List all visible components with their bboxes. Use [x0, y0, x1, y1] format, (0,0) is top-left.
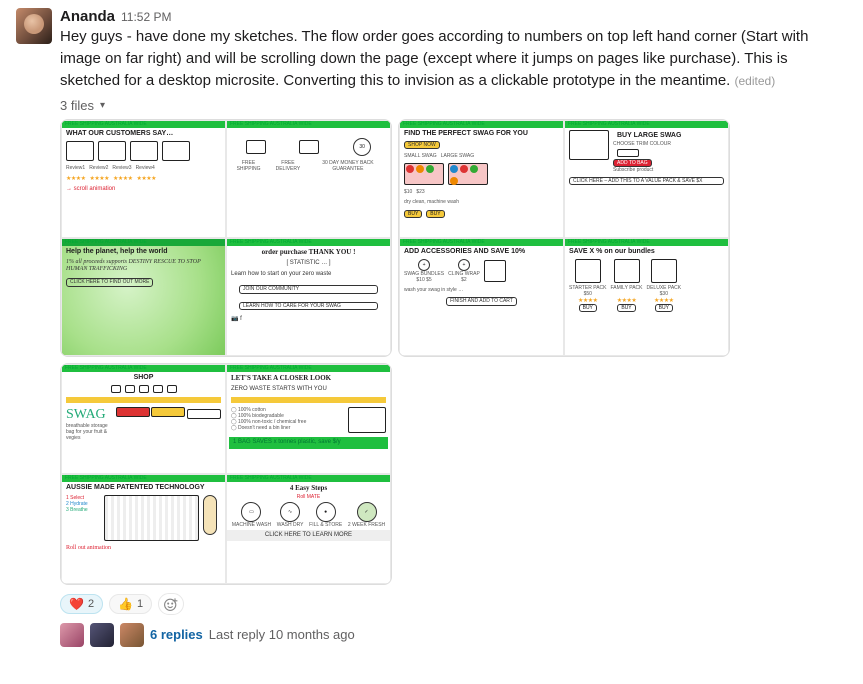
- reaction-count: 1: [137, 598, 143, 610]
- sketch-panel: FREE SHIPPING AUSTRALIA WIDE LET'S TAKE …: [226, 364, 391, 474]
- last-reply-time: Last reply 10 months ago: [209, 627, 355, 642]
- reaction-thumbsup[interactable]: 👍 1: [109, 594, 152, 614]
- avatar[interactable]: [16, 8, 52, 44]
- files-summary[interactable]: 3 files ▾: [60, 98, 847, 113]
- heart-icon: ❤️: [69, 597, 84, 611]
- sketch-panel: FREE SHIPPING AUSTRALIA WIDE FIND THE PE…: [399, 120, 564, 238]
- author-name[interactable]: Ananda: [60, 8, 115, 25]
- message-header: Ananda 11:52 PM: [60, 8, 847, 25]
- message-container: Ananda 11:52 PM Hey guys - have done my …: [16, 8, 847, 647]
- sketch-panel: FREE SHIPPING AUSTRALIA WIDE order purch…: [226, 238, 391, 356]
- sketch-panel: FREE SHIPPING AUSTRALIA WIDE SAVE X % on…: [564, 238, 729, 356]
- thread-summary[interactable]: 6 replies Last reply 10 months ago: [60, 623, 847, 647]
- attachment-image-3[interactable]: FREE SHIPPING AUSTRALIA WIDE SHOP SWAG b…: [60, 363, 392, 585]
- sketch-panel: FREE SHIPPING AUSTRALIA WIDE 4 Easy Step…: [226, 474, 391, 584]
- attachments: FREE SHIPPING AUSTRALIA WIDE WHAT OUR CU…: [60, 119, 847, 585]
- sketch-panel: FREE SHIPPING AUSTRALIA WIDE AUSSIE MADE…: [61, 474, 226, 584]
- sketch-panel: FREE SHIPPING AUSTRALIA WIDE SHOP SWAG b…: [61, 364, 226, 474]
- edited-label: (edited): [735, 74, 776, 88]
- sketch-panel: FREE SHIPPING AUSTRALIA WIDE BUY LARGE S…: [564, 120, 729, 238]
- message-content: Hey guys - have done my sketches. The fl…: [60, 28, 808, 89]
- sketch-panel: FREE SHIPPING AUSTRALIA WIDE Help the pl…: [61, 238, 226, 356]
- message-text: Hey guys - have done my sketches. The fl…: [60, 26, 847, 92]
- add-reaction-icon: [163, 596, 179, 612]
- thumbsup-icon: 👍: [118, 597, 133, 611]
- attachment-row: FREE SHIPPING AUSTRALIA WIDE SHOP SWAG b…: [60, 363, 847, 585]
- reply-avatar[interactable]: [60, 623, 84, 647]
- sketch-panel: FREE SHIPPING AUSTRALIA WIDE WHAT OUR CU…: [61, 120, 226, 238]
- reaction-heart[interactable]: ❤️ 2: [60, 594, 103, 614]
- add-reaction-button[interactable]: [158, 593, 184, 615]
- files-count: 3 files: [60, 98, 94, 113]
- attachment-row: FREE SHIPPING AUSTRALIA WIDE WHAT OUR CU…: [60, 119, 847, 357]
- reply-avatar[interactable]: [120, 623, 144, 647]
- message-body: Ananda 11:52 PM Hey guys - have done my …: [60, 8, 847, 647]
- reactions-bar: ❤️ 2 👍 1: [60, 593, 847, 615]
- attachment-image-2[interactable]: FREE SHIPPING AUSTRALIA WIDE FIND THE PE…: [398, 119, 730, 357]
- reaction-count: 2: [88, 598, 94, 610]
- sketch-panel: FREE SHIPPING AUSTRALIA WIDE ADD ACCESSO…: [399, 238, 564, 356]
- sketch-panel: FREE SHIPPING AUSTRALIA WIDE 30 FREE SHI…: [226, 120, 391, 238]
- chevron-down-icon: ▾: [100, 100, 105, 111]
- replies-link[interactable]: 6 replies: [150, 627, 203, 642]
- reply-avatar[interactable]: [90, 623, 114, 647]
- attachment-image-1[interactable]: FREE SHIPPING AUSTRALIA WIDE WHAT OUR CU…: [60, 119, 392, 357]
- message-timestamp[interactable]: 11:52 PM: [121, 10, 171, 24]
